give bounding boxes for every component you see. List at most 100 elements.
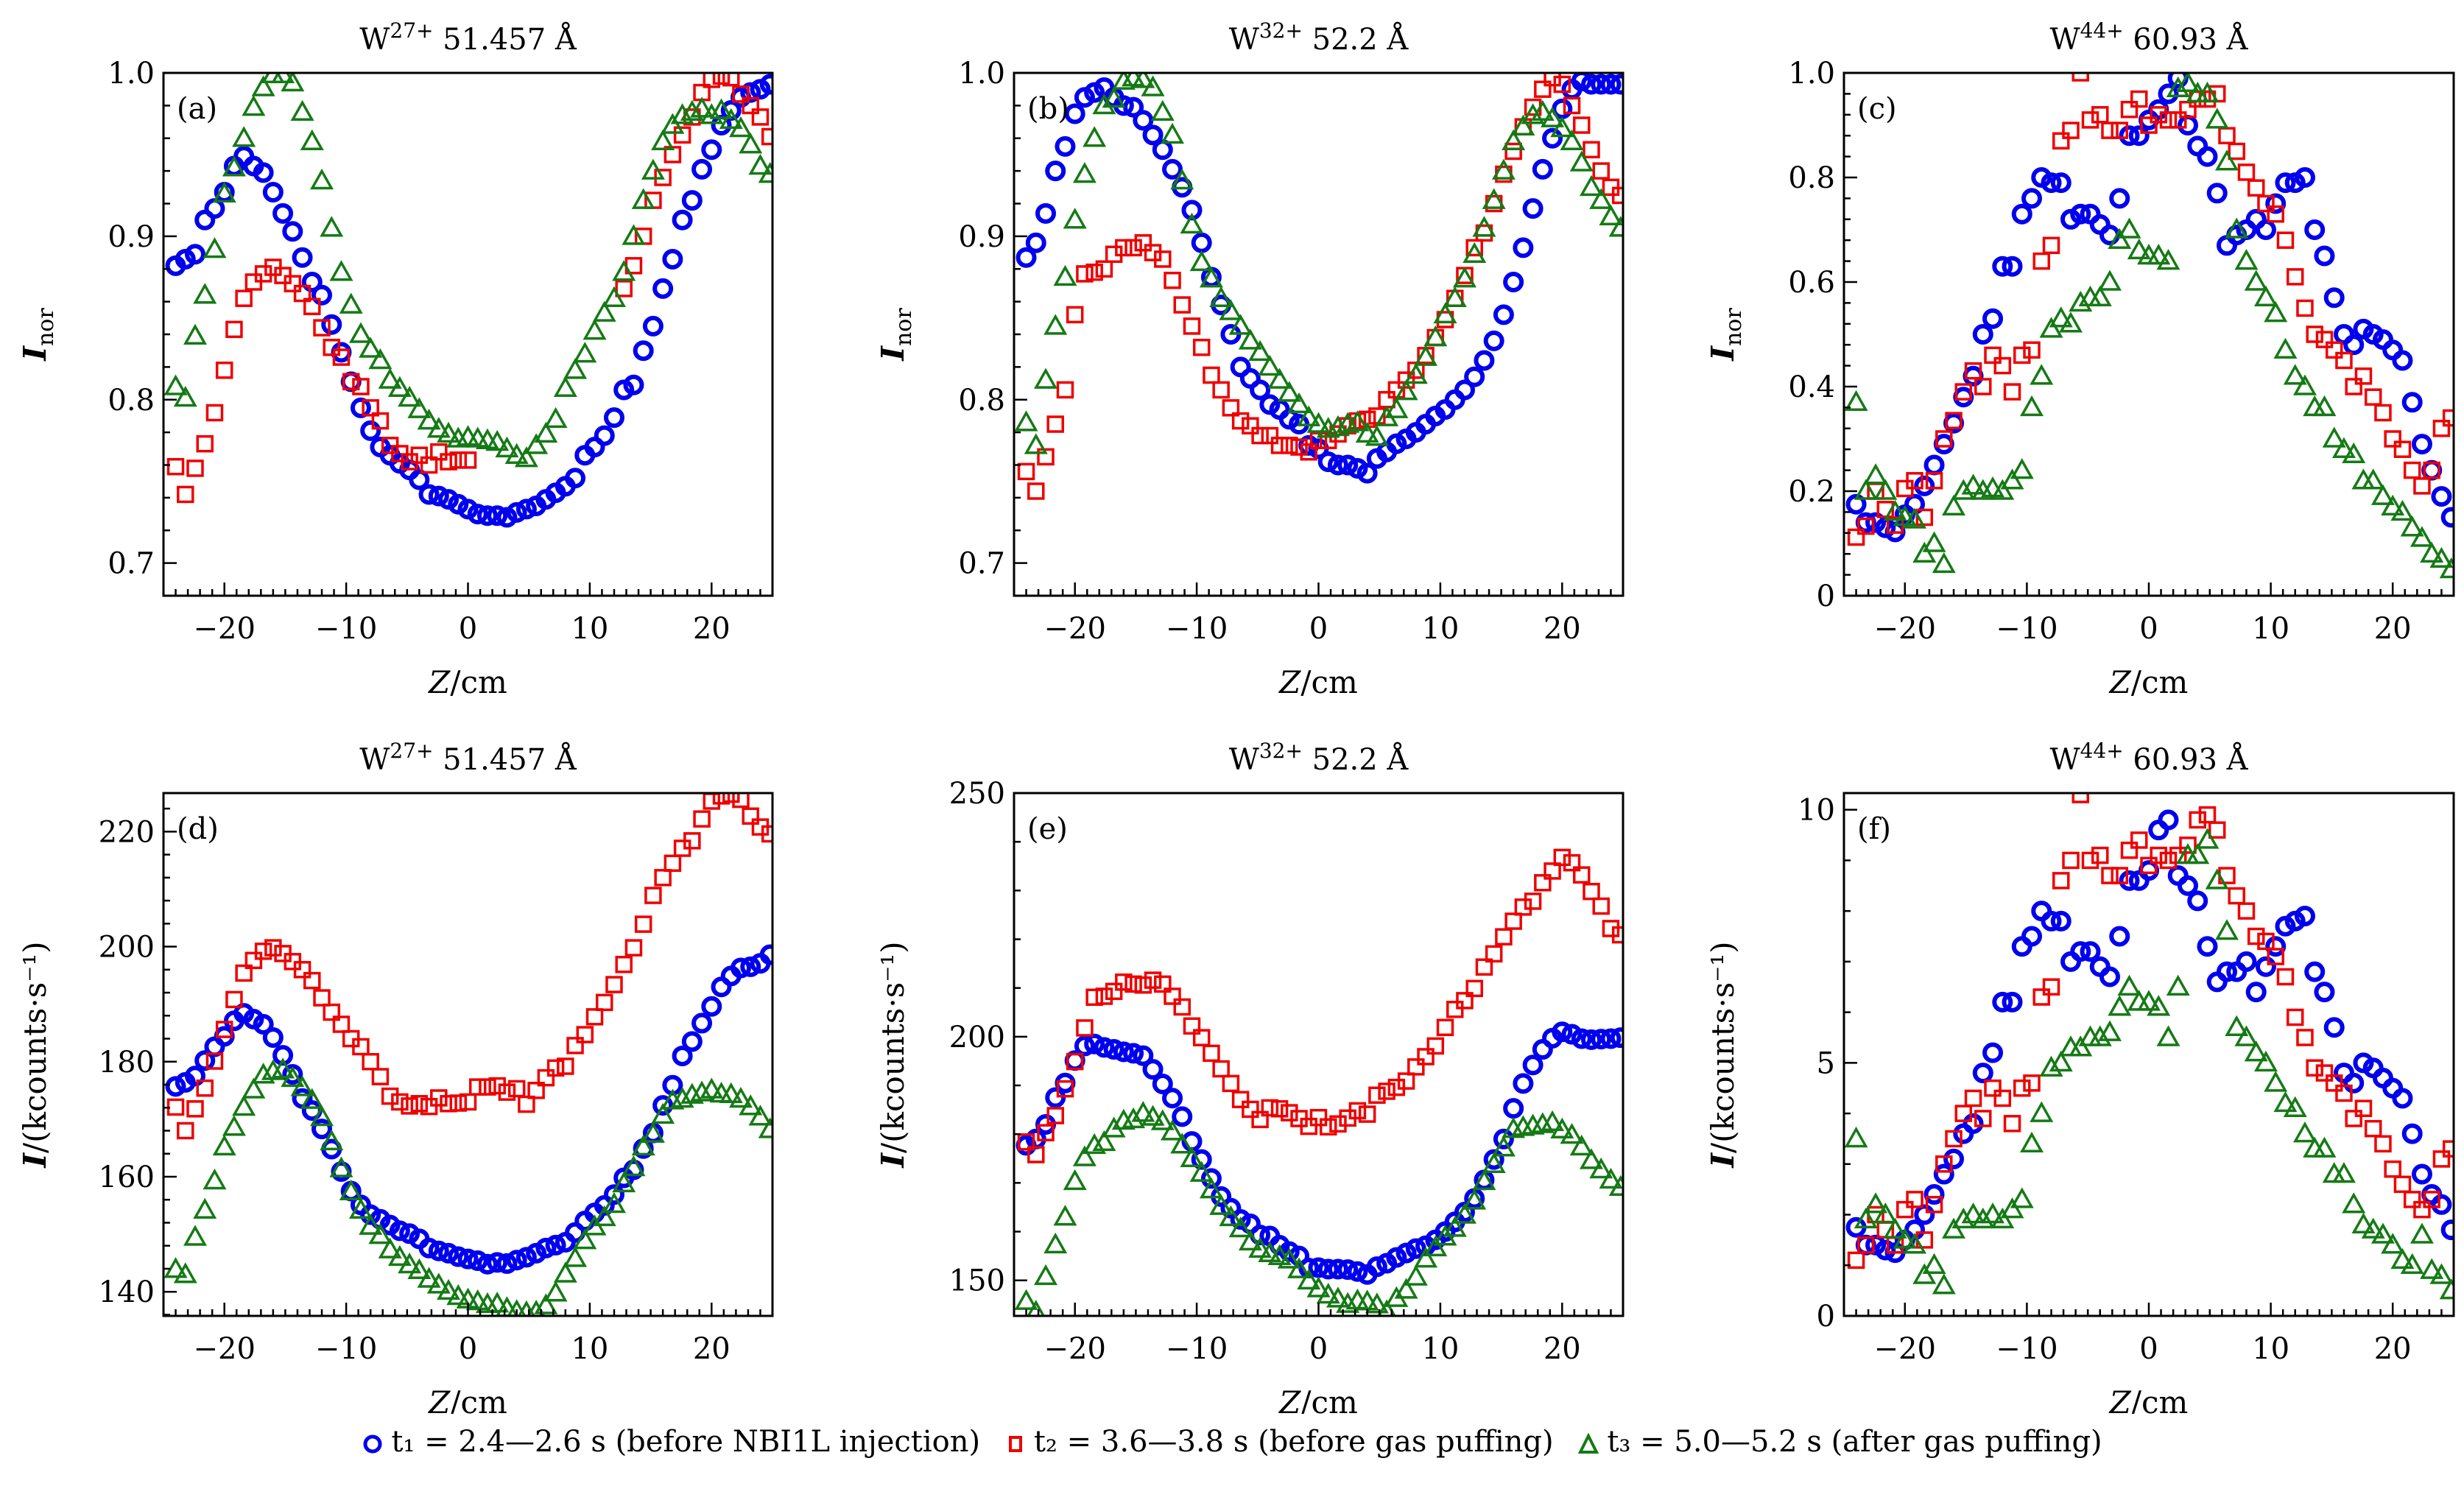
point-square (1504, 142, 1522, 161)
point-circle (1317, 1258, 1339, 1280)
point-square (1056, 381, 1074, 399)
point-circle (681, 1031, 703, 1052)
point-circle (487, 505, 508, 527)
point-square (1974, 378, 1992, 395)
point-circle (418, 1237, 440, 1258)
x-tick-label: −20 (1874, 612, 1936, 646)
point-triangle (2303, 395, 2327, 417)
point-triangle (485, 429, 510, 451)
point-circle (2139, 860, 2159, 881)
point-square (2306, 1059, 2323, 1077)
point-triangle (1589, 1157, 1613, 1179)
y-tick-label: 200 (949, 1021, 1005, 1054)
point-square (1076, 265, 1094, 283)
panel-title: W32+ 52.2 Å (1229, 18, 1409, 57)
point-square (1066, 306, 1084, 324)
point-triangle (1238, 1229, 1262, 1251)
title-superscript: 44+ (2080, 739, 2124, 763)
axes-frame (1842, 71, 2455, 597)
point-square (1378, 391, 1395, 409)
point-square (2296, 1029, 2314, 1046)
point-triangle (514, 446, 538, 468)
point-square (1164, 272, 1181, 289)
point-square (2267, 948, 2284, 965)
point-square (1573, 866, 1591, 884)
point-square (2354, 1099, 2373, 1117)
series-t1 (1845, 809, 2454, 1264)
x-tick-label: −20 (193, 1332, 255, 1366)
point-square (2071, 73, 2090, 82)
point-circle (652, 278, 674, 299)
point-square (2189, 811, 2206, 829)
point-triangle (563, 358, 588, 379)
point-square (712, 793, 731, 805)
point-triangle (2020, 1131, 2044, 1153)
point-triangle (1893, 504, 1917, 527)
point-triangle (1258, 354, 1282, 376)
point-triangle (2361, 468, 2385, 490)
panel-d: −20 −10 0 10 20 140 160 180 200 220 (d) W27+ 51.457… (17, 739, 774, 1414)
point-triangle (592, 300, 616, 322)
point-triangle (1550, 1117, 1574, 1138)
point-triangle (2175, 73, 2200, 92)
point-circle (1444, 389, 1465, 410)
point-square (1115, 239, 1133, 257)
point-triangle (163, 1257, 188, 1278)
point-square (634, 915, 652, 933)
point-square (352, 1038, 370, 1056)
point-triangle (651, 1102, 675, 1124)
point-triangle (1599, 204, 1623, 225)
point-circle (506, 501, 527, 523)
point-square (1945, 412, 1963, 429)
point-triangle (1316, 1282, 1340, 1304)
point-triangle (2039, 1055, 2063, 1077)
point-triangle (1043, 314, 1068, 335)
legend-triangle-marker (1578, 1433, 1599, 1454)
point-triangle (1248, 339, 1273, 362)
point-triangle (1355, 1289, 1379, 1311)
x-axis-unit: /cm (1300, 664, 1358, 700)
point-triangle (1942, 494, 1966, 516)
point-circle (1405, 1238, 1426, 1259)
point-square (2432, 420, 2451, 437)
point-circle (759, 74, 772, 95)
point-triangle (1414, 1247, 1438, 1268)
point-triangle (1942, 1217, 1966, 1239)
point-square (663, 854, 682, 873)
point-square (1134, 234, 1152, 252)
point-triangle (651, 129, 675, 150)
point-triangle (2400, 1253, 2424, 1275)
x-tick-label: −10 (315, 1332, 377, 1366)
point-circle (428, 485, 449, 507)
point-circle (603, 407, 624, 429)
point-triangle (2186, 842, 2210, 865)
point-triangle (300, 1088, 324, 1109)
point-circle (1483, 330, 1504, 351)
point-triangle (2205, 868, 2229, 890)
point-triangle (1394, 379, 1418, 401)
point-circle (1914, 1204, 1935, 1225)
point-triangle (232, 1094, 256, 1116)
point-triangle (670, 103, 694, 124)
point-triangle (1131, 1101, 1155, 1122)
point-square (2247, 927, 2265, 946)
x-tick-label: 10 (571, 1332, 608, 1366)
panel-label: (f) (1857, 812, 1891, 846)
point-square (732, 793, 750, 809)
series-t1 (1015, 1021, 1623, 1285)
point-circle (2343, 334, 2365, 356)
series-t3 (1014, 73, 1623, 454)
point-square (1436, 1018, 1454, 1037)
x-tick-label: 10 (571, 612, 608, 646)
point-circle (1191, 232, 1212, 253)
point-triangle (1541, 106, 1565, 127)
point-triangle (2166, 974, 2190, 996)
point-square (644, 887, 662, 904)
point-square (1173, 296, 1191, 314)
y-tick-label: 0 (1817, 1300, 1835, 1334)
point-square (683, 832, 701, 850)
point-triangle (2147, 243, 2171, 265)
point-square (2071, 793, 2090, 803)
point-square (1964, 1089, 1982, 1108)
point-square (2276, 968, 2295, 986)
